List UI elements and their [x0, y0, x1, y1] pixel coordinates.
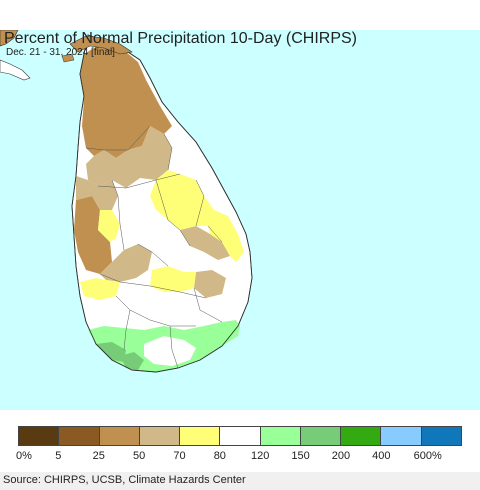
legend-swatch: [300, 427, 342, 445]
legend-tick-label: 50: [132, 450, 146, 462]
region-50-70-mid: [100, 244, 152, 282]
legend-swatch: [139, 427, 181, 445]
legend-swatch: [180, 427, 221, 445]
region-50-70-central: [86, 126, 172, 188]
region-50-70-south-east: [194, 270, 226, 298]
legend-swatch: [421, 427, 461, 445]
precipitation-map: [0, 30, 253, 373]
legend-swatch: [19, 427, 60, 445]
map-title: Percent of Normal Precipitation 10-Day (…: [4, 30, 358, 47]
region-70-80-west: [98, 210, 120, 242]
district-boundaries: [85, 125, 223, 369]
region-25-50-north: [80, 42, 172, 158]
northern-island: [61, 53, 75, 63]
legend-tick-label: 150: [291, 450, 310, 462]
legend-tick-label: 400: [372, 450, 391, 462]
region-70-80-south: [150, 266, 196, 292]
region-80-120-south-interior: [144, 336, 196, 366]
legend-tick-label: 80: [213, 450, 226, 462]
region-150-200-south: [120, 352, 144, 370]
region-150-200-southwest: [96, 342, 126, 362]
jaffna-peninsula: [69, 35, 133, 55]
legend-swatch: [59, 427, 100, 445]
legend-tick-label: 5: [55, 450, 62, 462]
region-25-50-west: [74, 196, 112, 274]
legend-swatch: [220, 427, 261, 445]
legend-tick-label: 70: [173, 450, 186, 462]
legend-swatch: [381, 427, 422, 445]
legend-tick-label: 120: [250, 450, 270, 462]
island-outline: [71, 34, 253, 373]
map-area: Percent of Normal Precipitation 10-Day (…: [0, 30, 480, 410]
india-coast: [0, 30, 19, 47]
legend-color-bar: [18, 426, 462, 446]
legend-tick-label: 200: [331, 450, 351, 462]
source-footer: Source: CHIRPS, UCSB, Climate Hazards Ce…: [0, 472, 480, 490]
region-50-70-west: [76, 176, 118, 210]
region-50-70-east: [180, 226, 230, 260]
india-coast-detail: [0, 59, 31, 81]
region-70-80-central: [150, 170, 214, 230]
legend-swatch: [99, 427, 140, 445]
legend-tick-label: 0%: [16, 450, 32, 462]
legend-swatch: [341, 427, 382, 445]
legend-tick-label: 600%: [413, 450, 442, 462]
source-text: Source: CHIRPS, UCSB, Climate Hazards Ce…: [3, 474, 246, 486]
region-70-80-east: [208, 210, 244, 262]
legend-tick-label: 25: [92, 450, 105, 462]
legend-swatch: [260, 427, 301, 445]
legend: 0% 5 25 50 70 80 120 150 200 400 600%: [0, 410, 480, 472]
region-70-80-southwest: [80, 278, 120, 300]
map-subtitle: Dec. 21 - 31, 2024 [final]: [6, 47, 115, 58]
